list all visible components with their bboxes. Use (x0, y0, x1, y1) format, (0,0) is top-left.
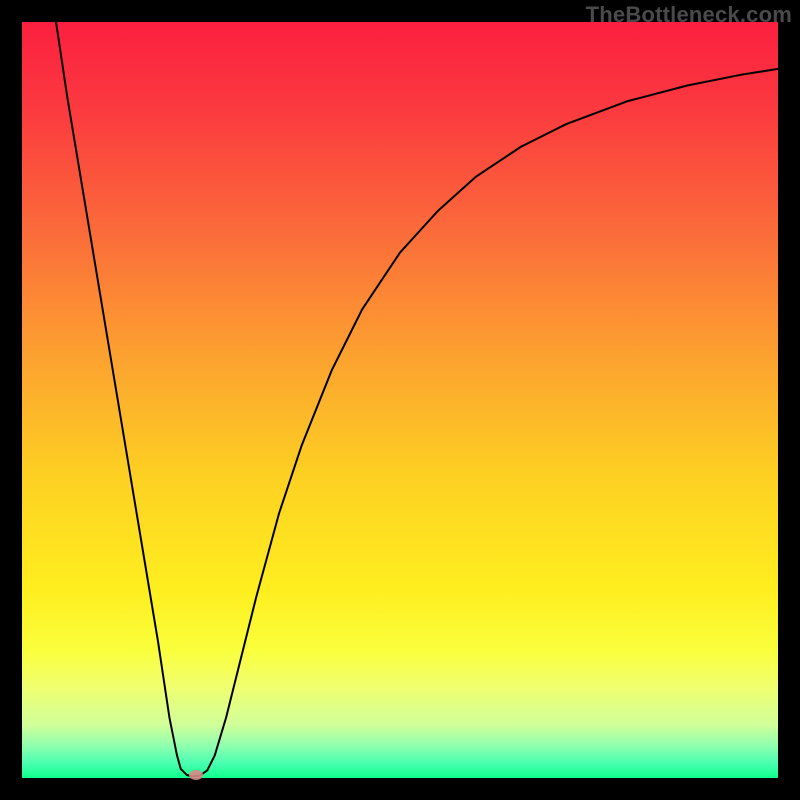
gradient-rect (22, 22, 778, 778)
chart-container: TheBottleneck.com (0, 0, 800, 800)
plot-area (22, 22, 778, 778)
watermark-text: TheBottleneck.com (586, 2, 792, 28)
chart-svg (22, 22, 778, 778)
curve-minimum-marker (189, 770, 203, 780)
